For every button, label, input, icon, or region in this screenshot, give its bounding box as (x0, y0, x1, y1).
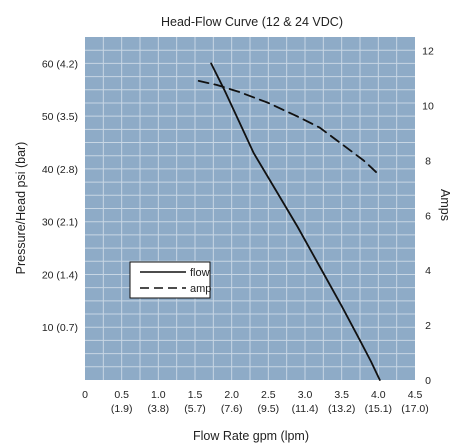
x-tick-label: 1.0 (151, 389, 166, 401)
x-tick-label: 2.0 (224, 389, 239, 401)
x-axis-label: Flow Rate gpm (lpm) (193, 429, 309, 443)
legend: flow amp (129, 261, 211, 299)
y2-tick-label: 4 (425, 265, 431, 277)
x-tick-sublabel: (15.1) (365, 403, 392, 415)
series-lines (197, 62, 381, 381)
y-tick-label: 10 (0.7) (42, 322, 78, 334)
y-tick-label: 40 (2.8) (42, 164, 78, 176)
y2-axis-label: Amps (438, 189, 452, 221)
y2-tick-label: 8 (425, 155, 431, 167)
y-tick-label: 50 (3.5) (42, 111, 78, 123)
y-tick-label: 60 (4.2) (42, 58, 78, 70)
x-axis-ticks: 0 0.5 (1.9) 1.0 (3.8) 1.5 (5.7) 2.0 (7.6) 2.5 (9.5… (82, 389, 429, 415)
y-axis-label: Pressure/Head psi (bar) (14, 142, 28, 275)
y2-axis-ticks: 0 2 4 6 8 10 12 (422, 46, 434, 387)
x-tick-label: 4.5 (408, 389, 423, 401)
x-tick-label: 2.5 (261, 389, 276, 401)
x-tick-sublabel: (5.7) (184, 403, 206, 415)
legend-box (129, 261, 211, 299)
y2-tick-label: 10 (422, 101, 434, 113)
x-tick-label: 0 (82, 389, 88, 401)
x-tick-sublabel: (17.0) (401, 403, 428, 415)
x-tick-label: 1.5 (188, 389, 203, 401)
series-line-amp (197, 80, 378, 174)
y2-tick-label: 6 (425, 210, 431, 222)
x-tick-label: 4.0 (371, 389, 386, 401)
x-tick-sublabel: (3.8) (148, 403, 170, 415)
chart-title: Head-Flow Curve (12 & 24 VDC) (161, 15, 343, 29)
legend-flow-label: flow (190, 267, 210, 279)
y-tick-label: 30 (2.1) (42, 217, 78, 229)
y2-tick-label: 0 (425, 375, 431, 387)
x-tick-label: 3.0 (298, 389, 313, 401)
y-tick-label: 20 (1.4) (42, 269, 78, 281)
x-tick-sublabel: (9.5) (258, 403, 280, 415)
series-line-flow (210, 62, 381, 381)
legend-amp-label: amp (190, 283, 211, 295)
y-axis-ticks: 10 (0.7) 20 (1.4) 30 (2.1) 40 (2.8) 50 (3.5)… (42, 58, 78, 334)
x-tick-sublabel: (7.6) (221, 403, 243, 415)
x-tick-sublabel: (1.9) (111, 403, 133, 415)
y2-tick-label: 2 (425, 320, 431, 332)
x-tick-sublabel: (11.4) (292, 403, 319, 415)
x-tick-label: 3.5 (334, 389, 349, 401)
x-tick-sublabel: (13.2) (328, 403, 355, 415)
x-tick-label: 0.5 (114, 389, 129, 401)
y2-tick-label: 12 (422, 46, 434, 58)
